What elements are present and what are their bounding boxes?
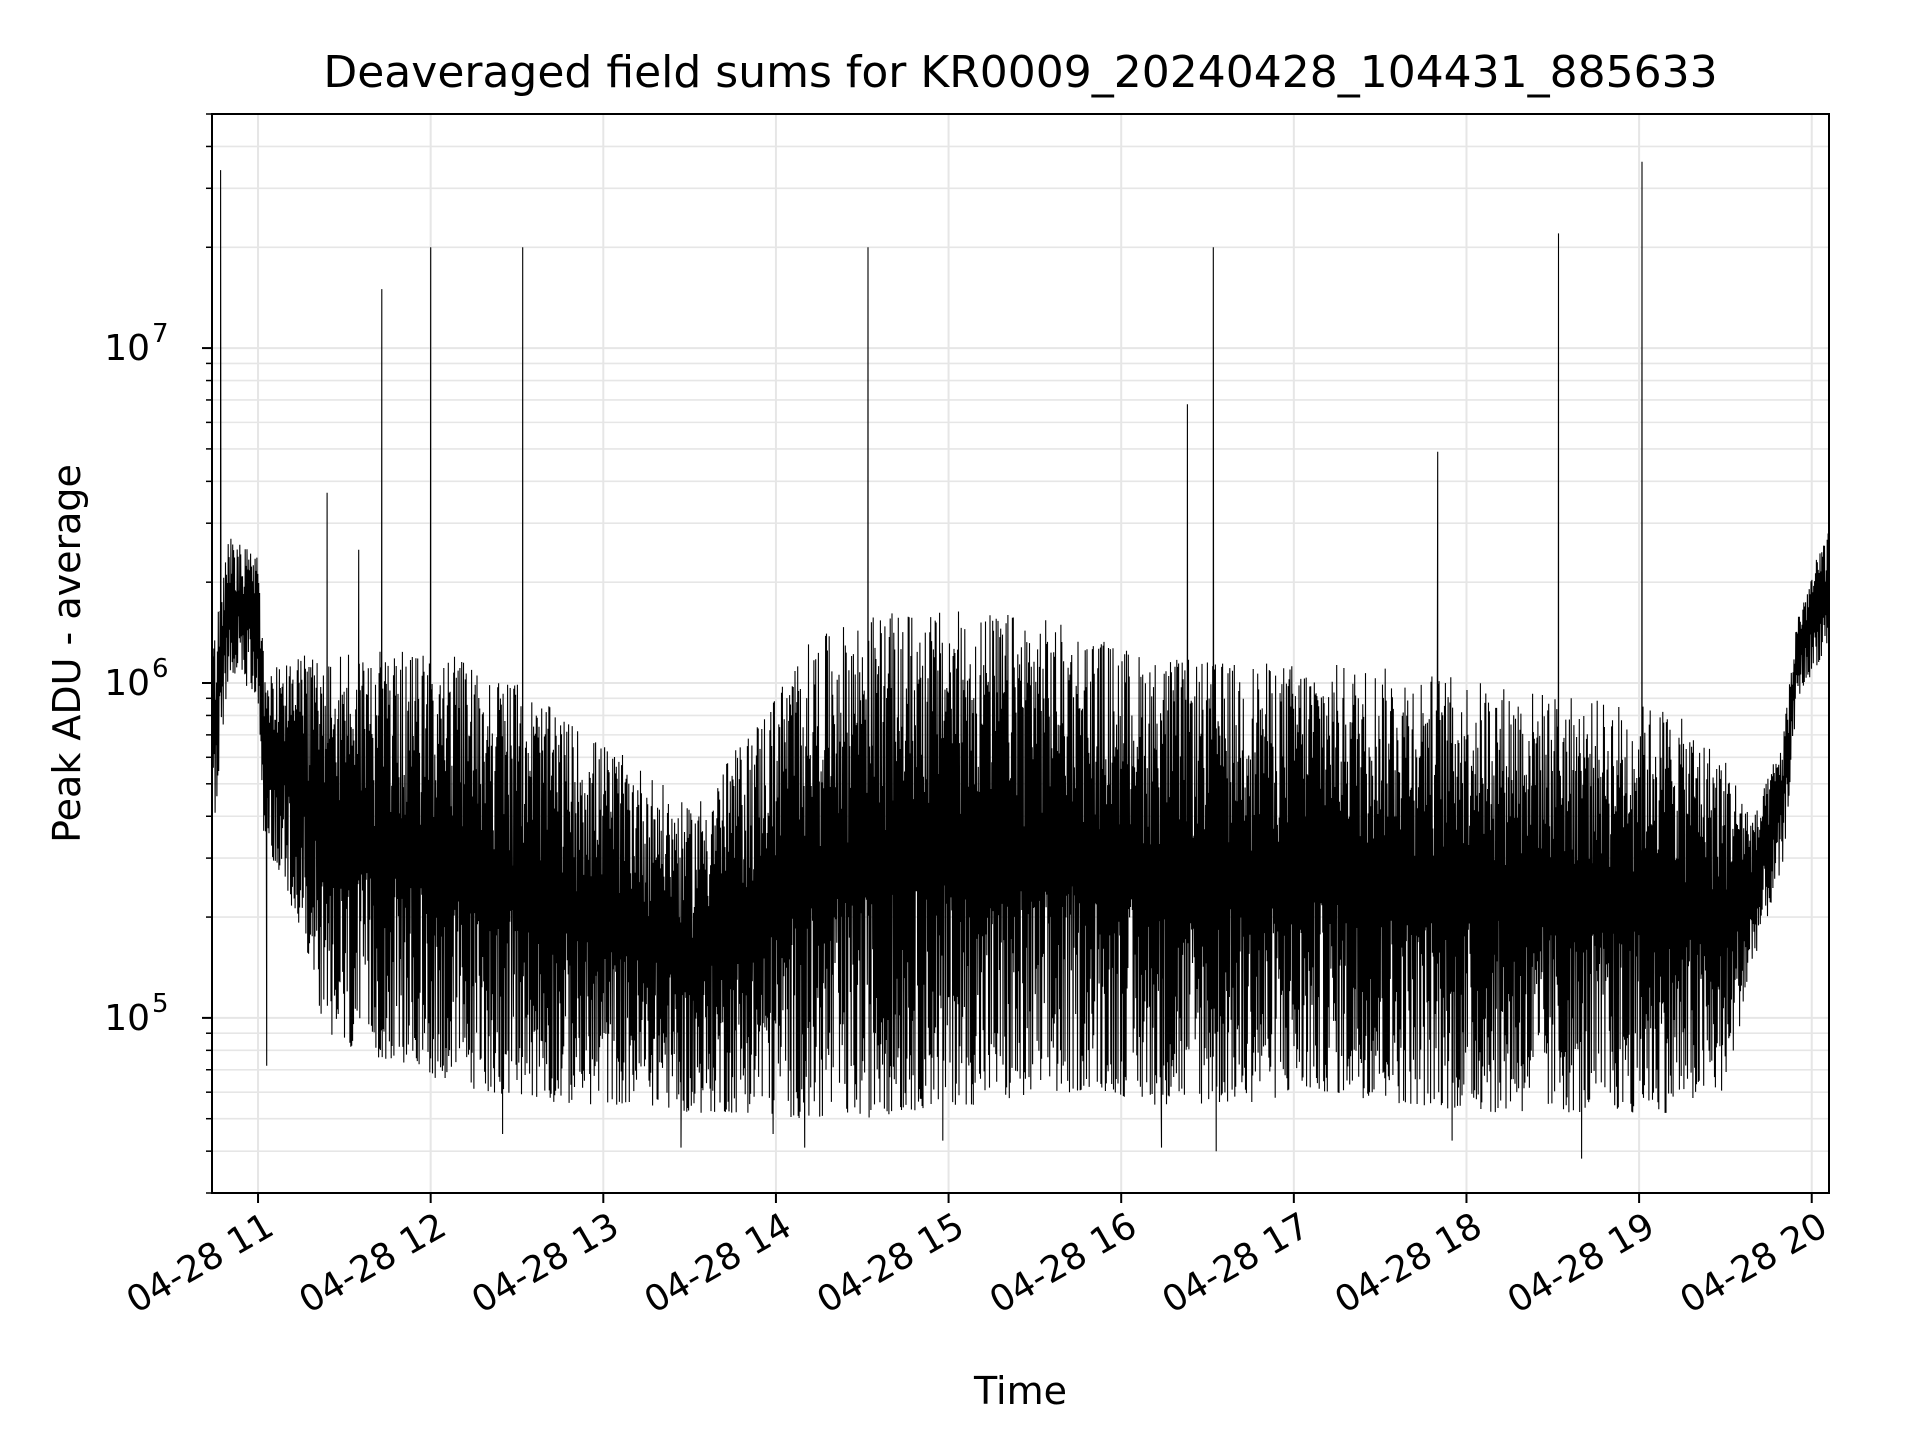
x-tick-label: 04-28 15 [810,1205,971,1321]
y-tick-exponent: 6 [152,654,169,684]
y-tick-exponent: 5 [152,989,169,1019]
data-area [211,161,1830,1159]
x-axis-label: Time [973,1369,1067,1413]
y-tick-label: 10 [104,328,150,369]
x-tick-label: 04-28 12 [292,1205,453,1321]
y-tick-label: 10 [104,998,150,1039]
axes-frame [211,113,1830,1194]
x-tick-label: 04-28 20 [1674,1205,1835,1321]
x-tick-label: 04-28 17 [1156,1205,1317,1321]
y-tick-label: 10 [104,663,150,704]
x-tick-label: 04-28 18 [1328,1205,1489,1321]
y-tick-exponent: 7 [152,319,169,349]
x-tick-label: 04-28 13 [465,1205,626,1321]
x-tick-label: 04-28 14 [638,1205,799,1321]
x-tick-label: 04-28 16 [983,1205,1144,1321]
series-line [211,161,1830,1159]
x-tick-label: 04-28 19 [1501,1205,1662,1321]
y-axis-label: Peak ADU - average [45,464,89,843]
chart-title: Deaveraged field sums for KR0009_2024042… [323,47,1717,98]
x-tick-label: 04-28 11 [120,1205,281,1321]
